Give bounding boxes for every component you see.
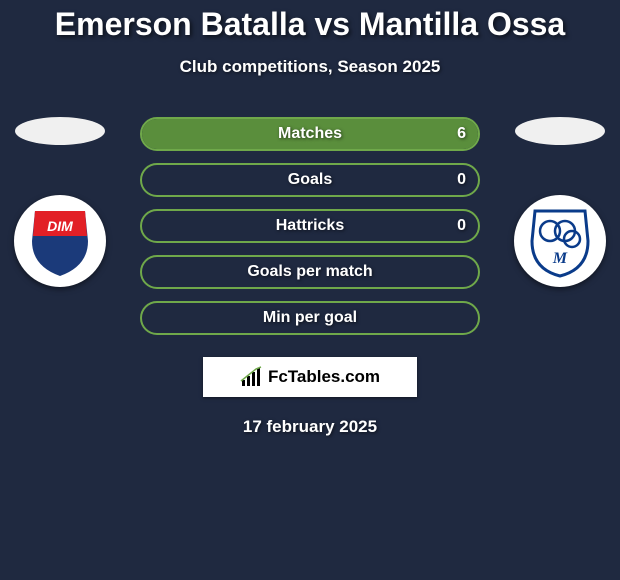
page-subtitle: Club competitions, Season 2025 [0, 57, 620, 77]
stat-label: Goals [288, 171, 332, 189]
page-title: Emerson Batalla vs Mantilla Ossa [0, 0, 620, 43]
stat-row-hattricks: Hattricks 0 [140, 209, 480, 243]
stat-label: Min per goal [263, 309, 357, 327]
footer-date: 17 february 2025 [0, 417, 620, 437]
stat-row-goals: Goals 0 [140, 163, 480, 197]
stat-row-min-per-goal: Min per goal [140, 301, 480, 335]
stat-row-goals-per-match: Goals per match [140, 255, 480, 289]
badge-letters: DIM [47, 218, 73, 234]
player-right-column: M [500, 117, 620, 287]
brand-banner: FcTables.com [203, 357, 417, 397]
badge-letter: M [552, 250, 568, 267]
stat-right-value: 0 [457, 165, 466, 195]
stat-label: Matches [278, 125, 342, 143]
stat-right-value: 0 [457, 211, 466, 241]
shield-icon: DIM [20, 201, 100, 281]
player-left-avatar [15, 117, 105, 145]
brand-text: FcTables.com [268, 367, 380, 387]
shield-icon: M [520, 201, 600, 281]
player-right-avatar [515, 117, 605, 145]
bar-chart-icon [240, 366, 262, 388]
comparison-content: DIM M Matches 6 Goals 0 [0, 117, 620, 437]
stat-right-value: 6 [457, 119, 466, 149]
stats-list: Matches 6 Goals 0 Hattricks 0 Goals per … [140, 117, 480, 335]
player-left-column: DIM [0, 117, 120, 287]
stat-label: Goals per match [247, 263, 372, 281]
stat-label: Hattricks [276, 217, 344, 235]
player-right-club-badge: M [514, 195, 606, 287]
player-left-club-badge: DIM [14, 195, 106, 287]
stat-row-matches: Matches 6 [140, 117, 480, 151]
